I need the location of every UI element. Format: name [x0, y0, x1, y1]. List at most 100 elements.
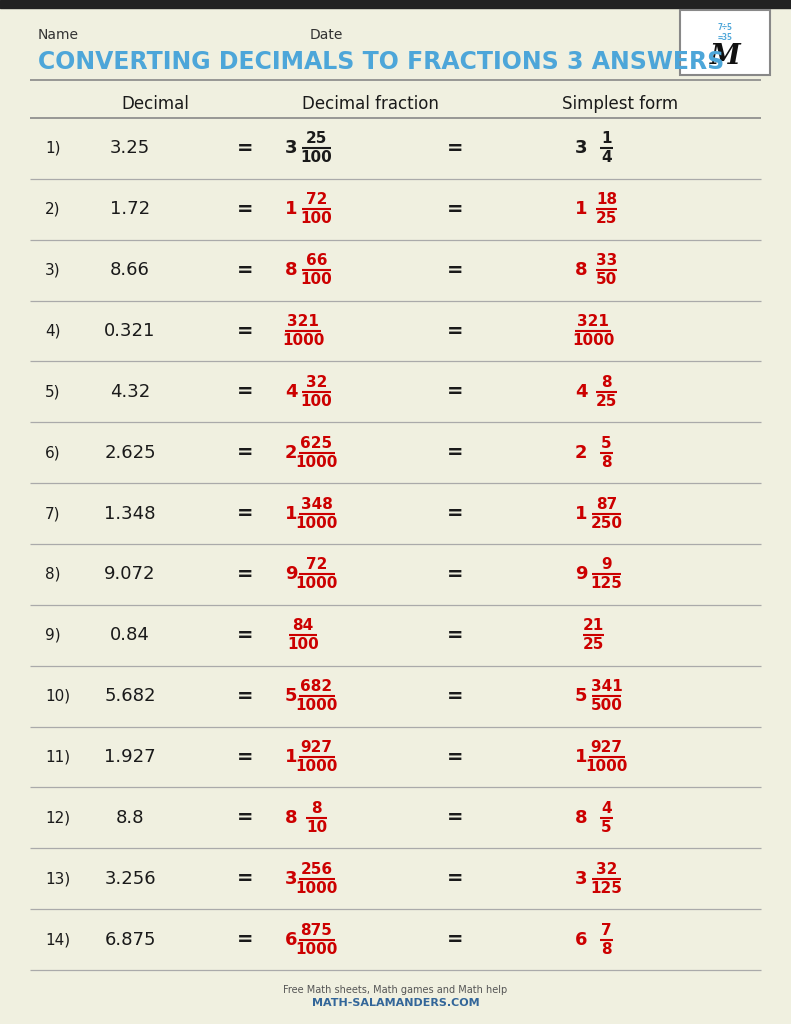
Text: =: = — [447, 748, 464, 767]
Text: =: = — [447, 808, 464, 827]
Text: 4.32: 4.32 — [110, 383, 150, 400]
Text: 3: 3 — [575, 139, 588, 158]
Text: 1000: 1000 — [295, 455, 338, 470]
Text: 1: 1 — [601, 131, 611, 146]
Text: 87: 87 — [596, 497, 617, 512]
Text: 25: 25 — [306, 131, 327, 146]
Text: 321: 321 — [287, 314, 319, 329]
Text: 4: 4 — [601, 801, 611, 816]
Text: 682: 682 — [301, 679, 332, 694]
Text: 7÷5
=35: 7÷5 =35 — [717, 24, 732, 42]
Text: 25: 25 — [582, 637, 604, 652]
Text: 100: 100 — [301, 272, 332, 287]
Text: 100: 100 — [287, 637, 319, 652]
Text: 5): 5) — [45, 384, 60, 399]
Text: =: = — [237, 748, 253, 767]
Text: 1.927: 1.927 — [104, 748, 156, 766]
Text: 5: 5 — [601, 436, 611, 451]
Text: =: = — [447, 504, 464, 523]
Text: Free Math sheets, Math games and Math help: Free Math sheets, Math games and Math he… — [283, 985, 508, 995]
Text: =: = — [447, 139, 464, 158]
Text: 100: 100 — [301, 151, 332, 166]
Text: 8): 8) — [45, 567, 60, 582]
Text: 12): 12) — [45, 810, 70, 825]
Text: CONVERTING DECIMALS TO FRACTIONS 3 ANSWERS: CONVERTING DECIMALS TO FRACTIONS 3 ANSWE… — [38, 50, 725, 74]
Text: 8.66: 8.66 — [110, 261, 150, 280]
Text: 8: 8 — [601, 455, 611, 470]
Text: 1000: 1000 — [295, 881, 338, 896]
Text: =: = — [447, 261, 464, 280]
Text: Decimal: Decimal — [121, 95, 189, 113]
Text: 32: 32 — [306, 375, 327, 390]
Text: =: = — [237, 200, 253, 219]
Text: =: = — [237, 930, 253, 949]
Text: 125: 125 — [591, 577, 623, 592]
Text: 3: 3 — [575, 869, 588, 888]
Text: 72: 72 — [306, 557, 327, 572]
Text: 927: 927 — [301, 740, 332, 755]
Text: 256: 256 — [301, 862, 332, 877]
Text: =: = — [447, 443, 464, 462]
Text: 1: 1 — [285, 505, 297, 522]
Text: 2: 2 — [575, 443, 588, 462]
Text: =: = — [447, 869, 464, 888]
Text: 321: 321 — [577, 314, 609, 329]
Text: =: = — [237, 626, 253, 645]
Text: =: = — [237, 139, 253, 158]
Text: 1000: 1000 — [295, 577, 338, 592]
Text: 8: 8 — [311, 801, 322, 816]
Text: =: = — [447, 565, 464, 584]
Text: 1.72: 1.72 — [110, 201, 150, 218]
Text: =: = — [237, 322, 253, 341]
Text: 1000: 1000 — [585, 759, 628, 774]
Text: 1000: 1000 — [572, 333, 614, 348]
Text: 8: 8 — [285, 261, 297, 280]
Text: =: = — [447, 200, 464, 219]
Text: =: = — [447, 687, 464, 706]
Text: 8.8: 8.8 — [115, 809, 144, 826]
Text: 341: 341 — [591, 679, 623, 694]
Text: 9: 9 — [285, 565, 297, 584]
Text: 9: 9 — [575, 565, 588, 584]
Text: 2): 2) — [45, 202, 60, 217]
Text: =: = — [237, 504, 253, 523]
Text: 25: 25 — [596, 211, 617, 226]
Text: 3.25: 3.25 — [110, 139, 150, 158]
Text: 2.625: 2.625 — [104, 443, 156, 462]
Text: Decimal fraction: Decimal fraction — [301, 95, 438, 113]
Text: 9.072: 9.072 — [104, 565, 156, 584]
Text: 84: 84 — [293, 618, 313, 633]
Text: 10: 10 — [306, 820, 327, 835]
Text: 11): 11) — [45, 750, 70, 765]
Text: 1000: 1000 — [295, 698, 338, 713]
Text: 18: 18 — [596, 193, 617, 207]
Text: 3): 3) — [45, 262, 61, 278]
Text: =: = — [447, 382, 464, 401]
Text: 10): 10) — [45, 689, 70, 703]
Text: =: = — [237, 443, 253, 462]
Text: 25: 25 — [596, 394, 617, 409]
Text: MATH-SALAMANDERS.COM: MATH-SALAMANDERS.COM — [312, 998, 479, 1008]
FancyBboxPatch shape — [680, 10, 770, 75]
Text: =: = — [447, 930, 464, 949]
Text: 5.682: 5.682 — [104, 687, 156, 706]
Text: 3.256: 3.256 — [104, 869, 156, 888]
Text: M: M — [710, 43, 740, 71]
Text: 1: 1 — [575, 748, 588, 766]
Text: 500: 500 — [591, 698, 623, 713]
Text: 6.875: 6.875 — [104, 931, 156, 948]
Text: 0.321: 0.321 — [104, 322, 156, 340]
Text: 0.84: 0.84 — [110, 627, 150, 644]
Text: 1.348: 1.348 — [104, 505, 156, 522]
Text: 14): 14) — [45, 932, 70, 947]
Text: 348: 348 — [301, 497, 332, 512]
Text: 1: 1 — [575, 505, 588, 522]
Text: =: = — [447, 626, 464, 645]
Text: 4: 4 — [575, 383, 588, 400]
Text: 4: 4 — [285, 383, 297, 400]
Text: Simplest form: Simplest form — [562, 95, 678, 113]
Text: Name: Name — [38, 28, 79, 42]
Text: =: = — [237, 382, 253, 401]
Text: 7): 7) — [45, 506, 60, 521]
Text: =: = — [237, 565, 253, 584]
